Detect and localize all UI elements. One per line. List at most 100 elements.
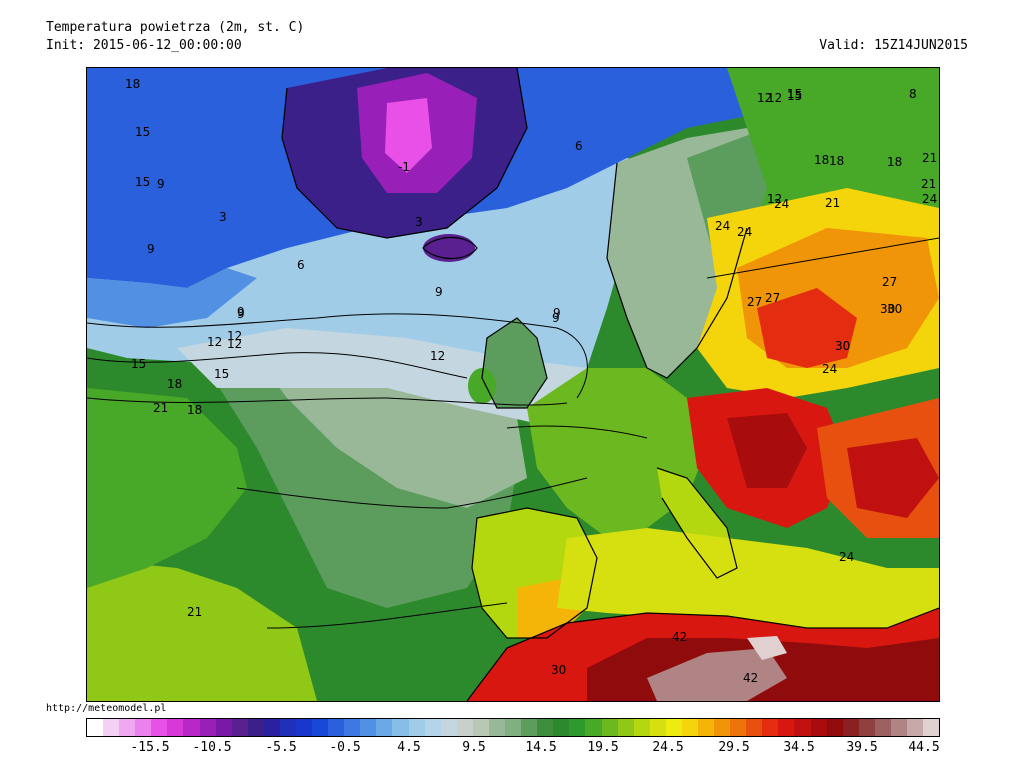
color-swatch: [87, 719, 104, 736]
color-swatch: [215, 719, 232, 736]
color-scale-tick-label: 19.5: [587, 740, 619, 755]
color-swatch: [617, 719, 634, 736]
ireland: [468, 368, 496, 404]
init-time: Init: 2015-06-12_00:00:00: [46, 38, 242, 53]
color-scale-tick-label: 9.5: [462, 740, 486, 755]
color-scale-ticks: -15.5 -10.5 -5.5 -0.5 4.5 9.5 14.5 19.5 24.5 29.5…: [86, 740, 940, 756]
contour-label: 12: [767, 192, 782, 206]
color-swatch: [826, 719, 843, 736]
contour-label: 9: [435, 285, 443, 299]
color-swatch: [585, 719, 602, 736]
color-swatch: [505, 719, 522, 736]
contour-label: 21: [825, 196, 840, 210]
contour-label: 27: [882, 275, 897, 289]
contour-label: 9: [237, 307, 245, 321]
color-swatch: [858, 719, 875, 736]
color-scale-tick-label: 4.5: [397, 740, 421, 755]
contour-label: 12: [767, 91, 782, 105]
southwest-atlantic-warm: [87, 563, 317, 701]
contour-label: 9: [553, 306, 561, 320]
contour-label: 3: [415, 215, 423, 229]
color-swatch: [714, 719, 731, 736]
color-swatch: [279, 719, 297, 736]
color-swatch: [263, 719, 280, 736]
color-swatch: [730, 719, 747, 736]
color-swatch: [537, 719, 554, 736]
contour-label: 15: [135, 175, 150, 189]
color-swatch: [183, 719, 200, 736]
color-swatch: [312, 719, 329, 736]
contour-label: 12: [757, 91, 772, 105]
color-swatch: [119, 719, 136, 736]
color-swatch: [633, 719, 650, 736]
color-swatch: [376, 719, 393, 736]
color-swatch: [906, 719, 924, 736]
contour-lines: [87, 237, 939, 629]
contour-label: 30: [835, 339, 850, 353]
contour-label: 9: [237, 305, 245, 319]
contour-label: 42: [672, 630, 687, 644]
west-atlantic-green: [87, 388, 247, 588]
contour-label: 24: [774, 197, 789, 211]
sahara-peak: [747, 636, 787, 660]
color-swatch: [440, 719, 457, 736]
color-swatch: [135, 719, 152, 736]
contour-label: 27: [765, 291, 780, 305]
contour-label: 15: [787, 87, 802, 101]
color-scale-tick-label: 39.5: [846, 740, 878, 755]
balkans-core: [727, 413, 807, 488]
contour-label: 15: [135, 125, 150, 139]
contour-label: 18: [167, 377, 182, 391]
eastern-europe-red: [757, 288, 857, 368]
greenland-ice-peak: [385, 98, 432, 173]
color-scale-tick-label: -5.5: [265, 740, 297, 755]
contour-label: 15: [214, 367, 229, 381]
color-swatch: [746, 719, 763, 736]
color-swatch: [247, 719, 264, 736]
mediterranean-sea: [557, 528, 939, 628]
iceland: [423, 234, 475, 262]
arctic-mid-blue: [87, 268, 257, 328]
color-swatch: [456, 719, 473, 736]
color-scale-tick-label: 29.5: [718, 740, 750, 755]
contour-label: 21: [921, 177, 936, 191]
contour-label: 12: [227, 329, 242, 343]
color-swatch: [231, 719, 248, 736]
contour-label: 30: [880, 302, 895, 316]
color-swatch: [681, 719, 698, 736]
color-swatch: [488, 719, 506, 736]
contour-label: 8: [909, 87, 917, 101]
contour-label: 9: [552, 311, 560, 325]
color-swatch: [199, 719, 216, 736]
contour-label: 30: [887, 302, 902, 316]
contour-label: 24: [737, 225, 752, 239]
contour-label: 15: [787, 87, 802, 101]
color-swatch: [778, 719, 795, 736]
contour-label: 24: [922, 192, 937, 206]
color-swatch: [424, 719, 441, 736]
color-swatch: [472, 719, 489, 736]
color-scale-tick-label: -10.5: [192, 740, 232, 755]
contour-label: 18: [125, 77, 140, 91]
color-swatch: [103, 719, 120, 736]
contour-label: 24: [715, 219, 730, 233]
color-swatch: [553, 719, 570, 736]
color-swatch: [408, 719, 425, 736]
source-url: http://meteomodel.pl: [46, 703, 167, 714]
turkey-core: [847, 438, 939, 518]
contour-label: 21: [153, 401, 168, 415]
color-swatch: [296, 719, 313, 736]
contour-label: 42: [743, 671, 758, 685]
color-swatch: [649, 719, 666, 736]
contour-label: 18: [887, 155, 902, 169]
contour-label: 21: [922, 151, 937, 165]
color-swatch: [697, 719, 715, 736]
contour-label: 18: [829, 154, 844, 168]
color-swatch: [521, 719, 538, 736]
color-swatch: [151, 719, 168, 736]
contour-label: 24: [822, 362, 837, 376]
chart-title: Temperatura powietrza (2m, st. C): [46, 20, 305, 35]
color-swatch: [360, 719, 377, 736]
color-swatch: [601, 719, 618, 736]
